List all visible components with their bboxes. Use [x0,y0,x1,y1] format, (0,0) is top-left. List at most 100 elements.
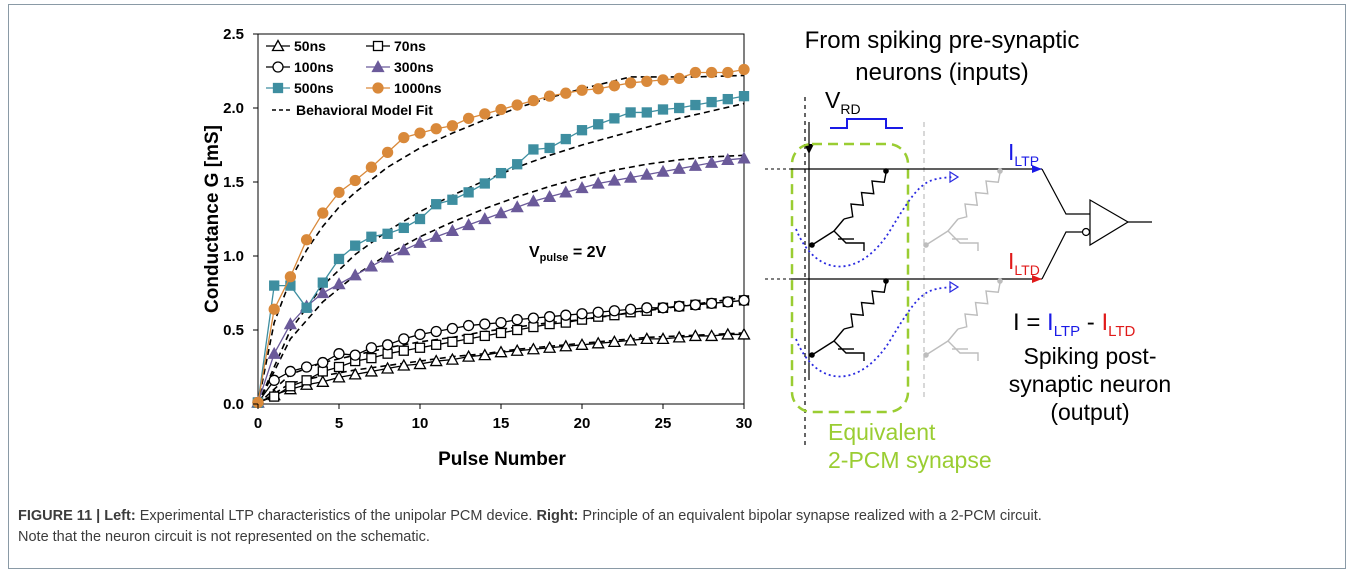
data-point [398,333,410,345]
legend-item: 500ns [266,80,334,96]
data-point [366,231,377,242]
y-axis-label: Conductance G [mS] [202,125,223,313]
data-point [543,340,557,353]
data-point [316,374,330,387]
current-path [795,286,955,378]
data-point [705,66,718,79]
pcm-cell [795,168,960,268]
data-point [285,381,296,392]
x-tick-label: 20 [574,415,591,432]
x-tick-label: 10 [412,415,429,432]
data-point [414,213,426,225]
legend-label: 500ns [294,80,334,96]
caption-line1: FIGURE 11 | Left: Experimental LTP chara… [18,506,1336,527]
data-point [559,339,573,352]
data-point [495,103,507,116]
legend-item: 70ns [366,38,426,54]
data-point [316,286,330,299]
node-dot [809,352,815,358]
data-point [431,199,442,210]
data-point [721,327,735,340]
data-point [317,366,328,377]
data-point [705,155,719,168]
data-point [495,167,507,179]
inputs-label-line1: From spiking pre-synaptic [805,27,1080,54]
ltp-chart: 0 5 10 15 20 25 30 0.0 0.5 1.0 1.5 2.0 2.5 Pulse Num… [202,26,752,470]
data-point [560,309,572,321]
data-point [689,299,702,311]
legend-label: 100ns [294,59,334,75]
vpulse-annotation: Vpulse = 2V [529,244,607,264]
data-point [333,186,345,199]
fit-curve [257,332,745,405]
data-point [268,303,280,315]
data-point [413,357,427,370]
data-point [397,243,411,256]
legend-label: 50ns [294,38,326,54]
data-point [429,354,443,367]
data-point [722,93,733,105]
data-point [447,194,458,205]
data-point [641,107,652,118]
data-point [413,235,427,248]
data-point [381,146,394,159]
series-layer [251,63,751,409]
data-point [737,151,751,164]
data-point [657,104,669,115]
data-point [672,161,686,174]
data-point [608,80,621,92]
caption-left-label: Left: [104,508,136,524]
y-tick-label: 1.0 [223,248,244,265]
neuron-label-line2: synaptic neuron [1009,371,1171,397]
data-point [462,319,475,332]
ltp-arrow [1032,165,1042,173]
data-point [706,96,717,108]
node-dot [883,278,889,284]
data-point [672,330,686,343]
transistor-drain [811,230,835,246]
data-point [447,336,458,347]
data-point [478,348,492,361]
data-point [607,334,621,347]
ltd-arrow [1032,275,1042,283]
legend-marker [272,61,284,73]
data-point [738,294,750,307]
legend-marker [272,82,284,94]
data-point [575,181,589,194]
data-point [543,90,556,102]
data-point [559,185,573,198]
legend-label: 70ns [394,38,426,54]
data-point [526,194,540,207]
current-path-arrow [949,280,960,294]
legend-label: 300ns [394,59,434,75]
data-point [543,189,557,202]
series-300ns [251,151,751,408]
data-point [512,159,523,170]
data-point [528,321,539,333]
data-point [268,374,280,386]
data-point [560,133,571,145]
data-point [544,142,555,154]
data-point [350,240,361,251]
data-point [624,170,638,183]
data-point [317,356,329,369]
data-point [398,222,409,234]
data-point [445,352,459,365]
data-point [478,212,492,225]
data-point [624,77,637,89]
data-point [674,102,685,114]
data-point [446,120,459,132]
data-point [398,131,410,144]
data-point [382,228,393,239]
y-tick-label: 0.0 [223,396,244,413]
legend-marker [271,39,285,52]
x-tick-label: 25 [655,415,672,432]
data-point [576,84,588,96]
data-point [414,127,426,139]
data-point [333,253,345,265]
data-point [690,99,701,111]
data-point [349,174,361,187]
data-point [479,318,491,330]
data-point [607,173,621,186]
node-dot [923,352,929,358]
